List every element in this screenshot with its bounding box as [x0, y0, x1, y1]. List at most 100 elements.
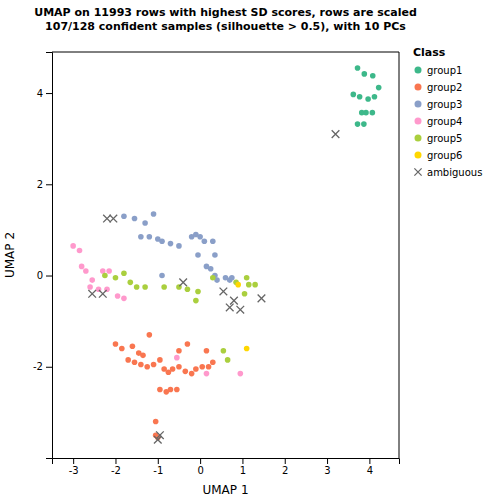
legend-symbol — [415, 135, 422, 142]
tick-label: 1 — [240, 465, 246, 476]
point — [244, 275, 250, 281]
x-axis: -3 -2 -1 0 1 2 3 4 — [53, 458, 400, 476]
tick: -2 — [33, 361, 52, 372]
legend-label: ambiguous — [427, 167, 482, 178]
series — [350, 65, 381, 127]
tick: 2 — [282, 458, 288, 476]
point — [142, 284, 148, 290]
point — [179, 279, 187, 287]
tick-label: 4 — [37, 88, 43, 99]
point — [176, 364, 182, 370]
legend-item: group2 — [415, 82, 463, 93]
tick-label: 0 — [197, 465, 203, 476]
point — [199, 364, 205, 370]
point — [176, 243, 182, 249]
point — [226, 304, 234, 312]
chart: UMAP on 11993 rows with highest SD score… — [0, 0, 504, 504]
point — [202, 239, 208, 245]
point — [151, 211, 157, 217]
legend-symbol — [415, 67, 422, 74]
point — [159, 273, 165, 279]
point — [238, 371, 244, 377]
point — [106, 268, 112, 274]
point — [193, 298, 199, 304]
legend-label: group2 — [427, 82, 462, 93]
point — [154, 436, 162, 444]
point — [174, 387, 180, 393]
point — [113, 275, 119, 281]
x-axis-title: UMAP 1 — [202, 483, 248, 497]
point — [157, 387, 163, 393]
point — [132, 216, 138, 222]
legend-label: group4 — [427, 116, 462, 127]
plot: -3-2-101234-2024 — [33, 52, 399, 476]
legend-title: Class — [413, 46, 446, 59]
point — [236, 306, 244, 314]
point — [210, 359, 216, 365]
point — [132, 359, 138, 365]
point — [189, 371, 195, 377]
point — [242, 291, 248, 297]
point — [159, 239, 165, 245]
tick-label: -2 — [33, 361, 43, 372]
y-axis-title: UMAP 2 — [3, 232, 17, 278]
tick-label: -1 — [153, 465, 163, 476]
tick-label: 4 — [367, 465, 373, 476]
point — [70, 243, 76, 249]
point — [244, 346, 250, 352]
point — [258, 295, 266, 303]
point — [153, 419, 159, 425]
series — [113, 332, 216, 440]
tick-label: -3 — [69, 465, 79, 476]
point — [138, 362, 144, 368]
tick-label: 3 — [324, 465, 330, 476]
tick: -3 — [69, 458, 79, 476]
tick-mark — [158, 458, 159, 464]
tick-mark — [46, 184, 52, 185]
points — [70, 65, 381, 443]
point — [119, 346, 125, 352]
point — [235, 282, 241, 288]
title: UMAP on 11993 rows with highest SD score… — [34, 6, 417, 33]
tick-mark — [73, 458, 74, 464]
legend-symbol — [415, 84, 422, 91]
tick-mark — [369, 458, 370, 464]
point — [168, 387, 174, 393]
point — [125, 357, 131, 363]
point — [357, 94, 363, 100]
point — [88, 290, 96, 298]
tick-label: 0 — [37, 270, 43, 281]
tick-mark — [46, 93, 52, 94]
point — [99, 290, 107, 298]
frame — [399, 52, 400, 458]
point — [252, 282, 258, 288]
point — [225, 357, 231, 363]
point — [212, 252, 218, 258]
tick: -2 — [111, 458, 121, 476]
point — [157, 357, 163, 363]
legend-item: group4 — [415, 116, 463, 127]
legend-label: group3 — [427, 99, 462, 110]
legend-symbol — [415, 101, 422, 108]
point — [161, 284, 167, 290]
point — [147, 332, 153, 338]
point — [376, 85, 382, 91]
tick: -1 — [153, 458, 163, 476]
tick-mark — [46, 276, 52, 277]
point — [170, 366, 176, 372]
point — [230, 297, 238, 305]
legend-label: group6 — [427, 150, 462, 161]
point — [197, 234, 203, 240]
legend-symbol — [414, 168, 421, 175]
point — [193, 366, 199, 372]
point — [138, 234, 144, 240]
series — [121, 211, 235, 283]
legend-item: ambiguous — [414, 167, 482, 178]
point — [210, 239, 216, 245]
point — [121, 213, 127, 219]
axis-line — [46, 53, 53, 459]
point — [151, 362, 157, 368]
series — [235, 282, 249, 351]
point — [221, 348, 227, 354]
point — [113, 341, 119, 347]
